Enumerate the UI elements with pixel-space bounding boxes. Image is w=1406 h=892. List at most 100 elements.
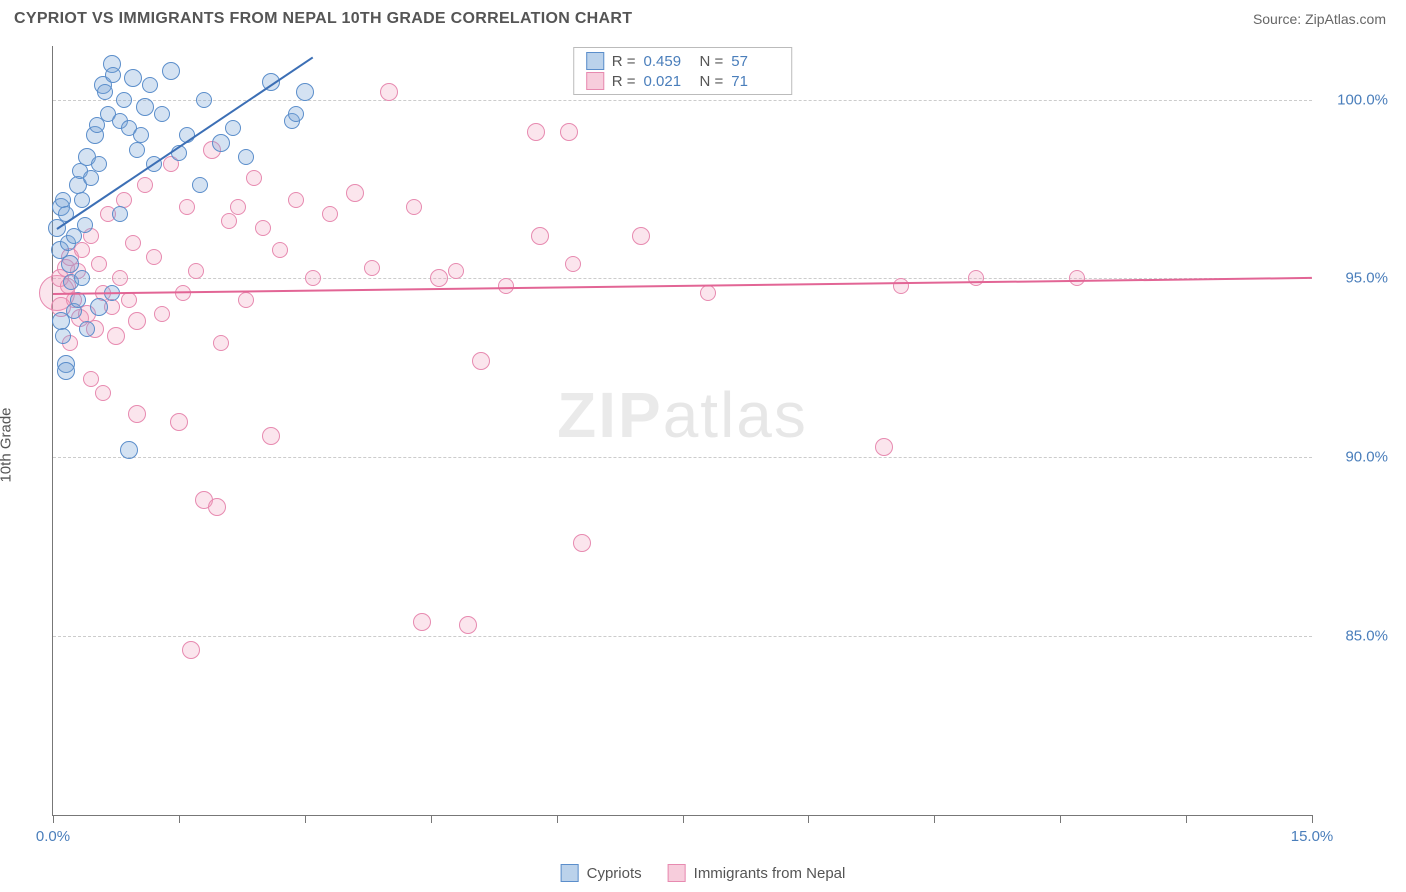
source-label: Source: ZipAtlas.com bbox=[1253, 11, 1386, 27]
data-point bbox=[179, 199, 195, 215]
y-tick-label: 100.0% bbox=[1318, 91, 1388, 108]
data-point bbox=[182, 641, 200, 659]
data-point bbox=[79, 321, 95, 337]
data-point bbox=[406, 199, 422, 215]
data-point bbox=[95, 385, 111, 401]
data-point bbox=[90, 298, 108, 316]
y-tick-label: 95.0% bbox=[1318, 270, 1388, 287]
data-point bbox=[55, 328, 71, 344]
gridline bbox=[53, 636, 1312, 637]
r-label: R = bbox=[612, 53, 636, 70]
data-point bbox=[272, 242, 288, 258]
x-tick bbox=[179, 815, 180, 823]
plot-region: ZIPatlas R =0.459N =57R =0.021N =71 85.0… bbox=[52, 46, 1312, 816]
data-point bbox=[288, 192, 304, 208]
data-point bbox=[162, 62, 180, 80]
data-point bbox=[213, 335, 229, 351]
x-tick bbox=[683, 815, 684, 823]
data-point bbox=[221, 213, 237, 229]
data-point bbox=[128, 312, 146, 330]
x-tick bbox=[934, 815, 935, 823]
data-point bbox=[137, 177, 153, 193]
data-point bbox=[74, 270, 90, 286]
data-point bbox=[262, 427, 280, 445]
data-point bbox=[968, 270, 984, 286]
data-point bbox=[121, 292, 137, 308]
swatch-icon bbox=[561, 864, 579, 882]
data-point bbox=[472, 352, 490, 370]
watermark: ZIPatlas bbox=[557, 378, 808, 452]
data-point bbox=[527, 123, 545, 141]
gridline bbox=[53, 457, 1312, 458]
x-tick bbox=[1186, 815, 1187, 823]
legend-label: Cypriots bbox=[587, 865, 642, 882]
data-point bbox=[448, 263, 464, 279]
data-point bbox=[893, 278, 909, 294]
chart-title: CYPRIOT VS IMMIGRANTS FROM NEPAL 10TH GR… bbox=[14, 10, 632, 28]
r-label: R = bbox=[612, 73, 636, 90]
data-point bbox=[112, 270, 128, 286]
data-point bbox=[212, 134, 230, 152]
data-point bbox=[225, 120, 241, 136]
legend-item: Cypriots bbox=[561, 864, 642, 882]
data-point bbox=[238, 292, 254, 308]
data-point bbox=[230, 199, 246, 215]
y-tick-label: 85.0% bbox=[1318, 628, 1388, 645]
gridline bbox=[53, 100, 1312, 101]
legend-label: Immigrants from Nepal bbox=[694, 865, 846, 882]
data-point bbox=[83, 170, 99, 186]
data-point bbox=[112, 206, 128, 222]
x-tick bbox=[431, 815, 432, 823]
data-point bbox=[875, 438, 893, 456]
x-tick bbox=[1312, 815, 1313, 823]
data-point bbox=[573, 534, 591, 552]
x-tick bbox=[557, 815, 558, 823]
data-point bbox=[61, 255, 79, 273]
data-point bbox=[154, 306, 170, 322]
series-legend: Cypriots Immigrants from Nepal bbox=[561, 864, 846, 882]
data-point bbox=[346, 184, 364, 202]
data-point bbox=[74, 242, 90, 258]
data-point bbox=[136, 98, 154, 116]
data-point bbox=[322, 206, 338, 222]
data-point bbox=[107, 327, 125, 345]
x-tick-label: 0.0% bbox=[36, 828, 70, 845]
n-value: 57 bbox=[731, 53, 779, 70]
data-point bbox=[430, 269, 448, 287]
data-point bbox=[208, 498, 226, 516]
data-point bbox=[632, 227, 650, 245]
data-point bbox=[192, 177, 208, 193]
data-point bbox=[288, 106, 304, 122]
data-point bbox=[124, 69, 142, 87]
data-point bbox=[196, 92, 212, 108]
n-value: 71 bbox=[731, 73, 779, 90]
data-point bbox=[1069, 270, 1085, 286]
data-point bbox=[142, 77, 158, 93]
data-point bbox=[146, 249, 162, 265]
swatch-icon bbox=[586, 52, 604, 70]
data-point bbox=[154, 106, 170, 122]
data-point bbox=[188, 263, 204, 279]
y-axis-label: 10th Grade bbox=[0, 407, 15, 482]
x-tick bbox=[808, 815, 809, 823]
data-point bbox=[116, 92, 132, 108]
chart-area: 10th Grade ZIPatlas R =0.459N =57R =0.02… bbox=[14, 42, 1392, 848]
r-value: 0.021 bbox=[644, 73, 692, 90]
data-point bbox=[120, 441, 138, 459]
data-point bbox=[97, 84, 113, 100]
data-point bbox=[246, 170, 262, 186]
x-tick bbox=[305, 815, 306, 823]
data-point bbox=[565, 256, 581, 272]
x-tick bbox=[53, 815, 54, 823]
data-point bbox=[296, 83, 314, 101]
x-tick bbox=[1060, 815, 1061, 823]
data-point bbox=[498, 278, 514, 294]
data-point bbox=[125, 235, 141, 251]
stats-row: R =0.021N =71 bbox=[586, 72, 780, 90]
data-point bbox=[105, 67, 121, 83]
swatch-icon bbox=[668, 864, 686, 882]
data-point bbox=[531, 227, 549, 245]
data-point bbox=[128, 405, 146, 423]
data-point bbox=[255, 220, 271, 236]
y-tick-label: 90.0% bbox=[1318, 449, 1388, 466]
